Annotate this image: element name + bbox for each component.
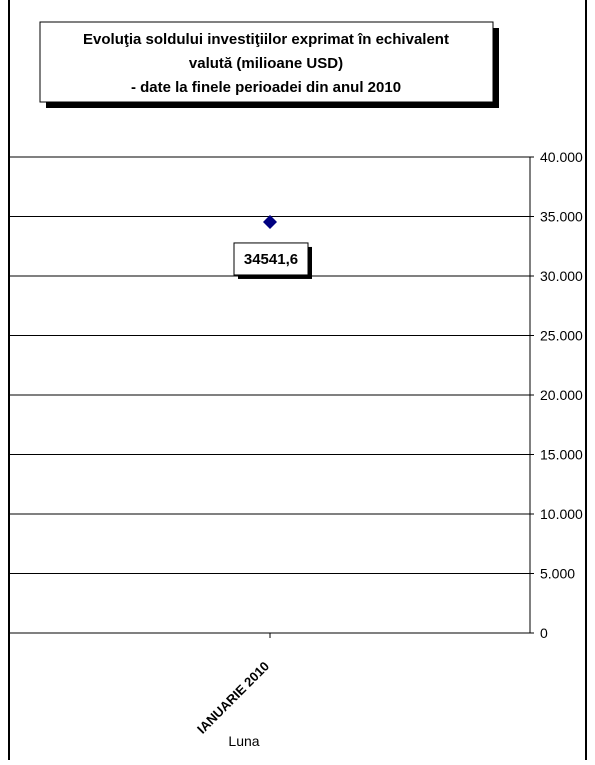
y-tick-label: 30.000 [540, 268, 583, 284]
y-tick-label: 20.000 [540, 387, 583, 403]
y-tick-label: 10.000 [540, 506, 583, 522]
x-axis: IANUARIE 2010 [10, 632, 530, 737]
x-tick-label: IANUARIE 2010 [194, 659, 272, 737]
data-point [263, 214, 277, 229]
y-tick-label: 40.000 [540, 149, 583, 165]
chart-title-box: Evoluţia soldului investiţiilor exprimat… [39, 21, 499, 108]
data-marks: 34541,6 [233, 214, 312, 279]
gridlines [10, 156, 530, 574]
data-label-box [233, 242, 309, 276]
y-tick-label: 0 [540, 625, 548, 641]
data-label: 34541,6 [244, 251, 298, 268]
y-axis: 0 5.000 10.000 15.000 20.000 25.000 30.000 35.0… [526, 149, 583, 641]
chart-title-line-2: valută (milioane USD) [189, 55, 343, 72]
y-tick-label: 35.000 [540, 209, 583, 225]
chart-title-line-1: Evoluţia soldului investiţiilor exprimat… [83, 31, 449, 48]
y-tick-label: 25.000 [540, 328, 583, 344]
chart-title-frame [39, 21, 494, 103]
x-axis-title: Luna [228, 733, 259, 749]
chart-title-line-3: - date la finele perioadei din anul 2010 [131, 79, 401, 96]
y-tick-label: 15.000 [540, 447, 583, 463]
y-tick-label: 5.000 [540, 566, 575, 582]
